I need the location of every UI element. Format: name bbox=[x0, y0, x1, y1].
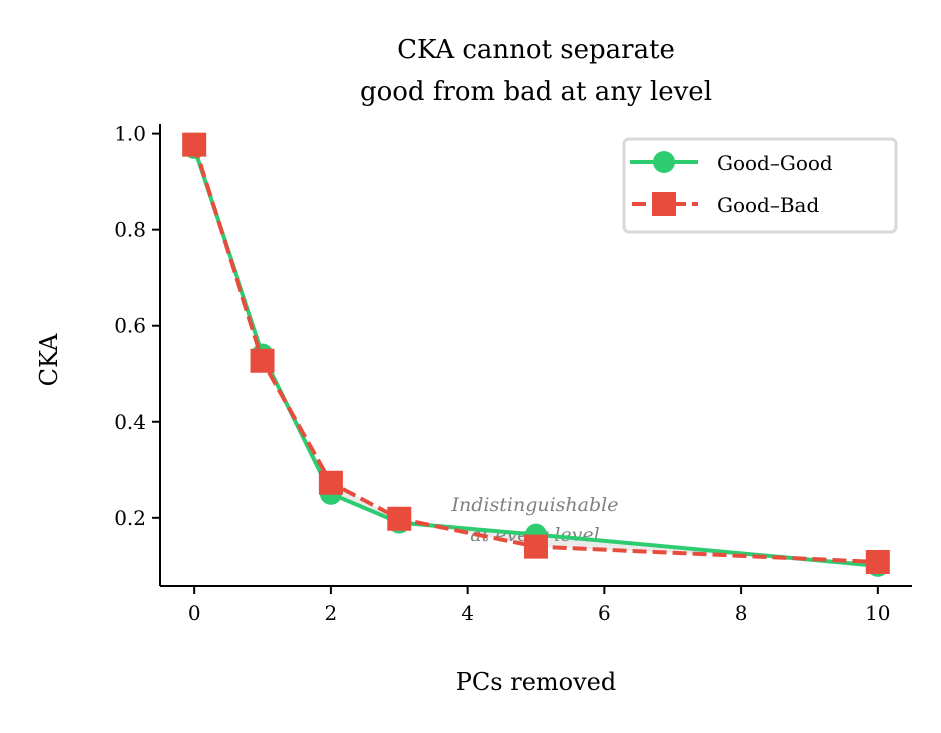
chart-title-line-2: good from bad at any level bbox=[360, 77, 712, 107]
legend-marker-good-good bbox=[653, 151, 675, 173]
data-point-good-bad bbox=[182, 132, 207, 157]
x-tick-label: 4 bbox=[461, 601, 474, 625]
y-tick-label: 0.8 bbox=[114, 218, 146, 242]
annotation-line: Indistinguishable bbox=[451, 494, 619, 516]
y-tick-label: 1.0 bbox=[114, 122, 146, 146]
series-line-good-bad bbox=[192, 144, 878, 564]
data-point-good-bad bbox=[524, 534, 548, 559]
x-tick-label: 0 bbox=[188, 601, 201, 625]
y-axis-label: CKA bbox=[35, 333, 63, 386]
plot-area: 0 2 4 6 8 100.20.40.60.81.0Indistinguishablea… bbox=[114, 122, 912, 625]
legend-marker-good-bad bbox=[652, 192, 676, 216]
data-point-good-bad bbox=[865, 549, 890, 574]
x-axis-label: PCs removed bbox=[456, 668, 616, 696]
x-tick-label: 8 bbox=[735, 601, 748, 625]
x-tick-label: 10 bbox=[865, 601, 890, 625]
data-point-good-bad bbox=[250, 348, 275, 373]
x-tick-label: 2 bbox=[325, 601, 338, 625]
legend-label-good-good: Good–Good bbox=[717, 151, 833, 175]
data-point-good-bad bbox=[387, 506, 412, 531]
y-tick-label: 0.2 bbox=[114, 506, 146, 530]
chart-title-line-1: CKA cannot separate bbox=[397, 35, 675, 65]
data-point-good-bad bbox=[318, 470, 343, 495]
legend-label-good-bad: Good–Bad bbox=[717, 193, 819, 217]
x-tick-label: 6 bbox=[598, 601, 611, 625]
y-tick-label: 0.6 bbox=[114, 314, 146, 338]
y-tick-label: 0.4 bbox=[114, 410, 146, 434]
